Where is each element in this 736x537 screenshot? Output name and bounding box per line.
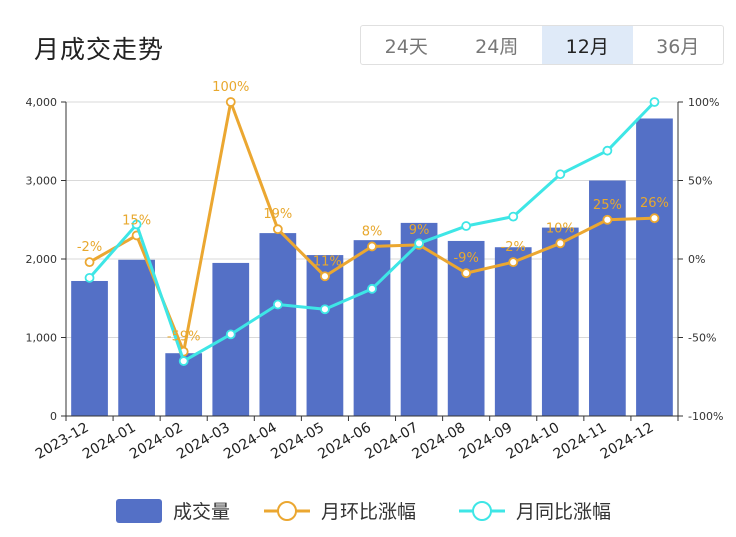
mom-data-label: -59% xyxy=(167,330,201,345)
mom-point xyxy=(649,213,660,224)
y-right-tick-label: 100% xyxy=(688,96,719,109)
yoy-point xyxy=(84,272,95,283)
x-tick-label: 2024-02 xyxy=(127,420,186,463)
yoy-point xyxy=(367,283,377,294)
x-tick-label: 2024-04 xyxy=(221,420,280,463)
yoy-point xyxy=(461,221,472,231)
volume-bars xyxy=(71,118,673,417)
mom-point xyxy=(461,268,472,279)
legend-mom-swatch-marker xyxy=(277,501,297,521)
mom-point xyxy=(555,238,566,249)
yoy-point xyxy=(225,329,236,340)
volume-bar xyxy=(71,280,108,416)
page-title: 月成交走势 xyxy=(34,35,165,64)
y-right-tick-label: 0% xyxy=(688,253,705,266)
y-left-tick-label: 0 xyxy=(50,410,57,423)
volume-bar xyxy=(353,240,391,416)
x-tick-label: 2023-12 xyxy=(33,420,92,463)
mom-point xyxy=(225,97,236,107)
yoy-point xyxy=(272,299,283,310)
mom-data-label: -2% xyxy=(77,240,102,255)
x-tick-label: 2024-11 xyxy=(551,420,610,463)
legend-bar-swatch xyxy=(116,499,162,523)
mom-point xyxy=(272,224,283,235)
yoy-point xyxy=(414,238,424,249)
y-left-tick-label: 1,000 xyxy=(26,332,58,345)
mom-point xyxy=(320,271,330,282)
yoy-point xyxy=(555,169,566,180)
volume-bar xyxy=(494,247,532,416)
mom-point xyxy=(602,214,613,225)
y-left-tick-label: 4,000 xyxy=(26,96,58,109)
volume-bar xyxy=(447,240,485,416)
tab-12-months[interactable]: 12月 xyxy=(542,26,633,64)
mom-data-label: -2% xyxy=(501,240,526,255)
volume-bar xyxy=(541,227,579,416)
x-tick-label: 2024-03 xyxy=(174,420,233,463)
yoy-point xyxy=(649,97,660,107)
tab-24-days[interactable]: 24天 xyxy=(384,35,428,58)
mom-point xyxy=(508,257,519,268)
x-tick-label: 2024-12 xyxy=(598,420,657,463)
mom-point xyxy=(367,241,377,252)
tab-36-months[interactable]: 36月 xyxy=(656,35,700,58)
volume-bar xyxy=(259,233,297,416)
mom-data-label: 19% xyxy=(263,207,292,222)
growth-lines xyxy=(84,97,660,366)
yoy-point xyxy=(320,304,330,315)
mom-data-label: 100% xyxy=(212,80,249,95)
x-tick-label: 2024-10 xyxy=(504,420,563,463)
legend-label-mom: 月环比涨幅 xyxy=(321,501,416,523)
y-right-tick-label: 50% xyxy=(688,175,712,188)
x-tick-label: 2024-09 xyxy=(457,420,516,463)
legend-label-volume: 成交量 xyxy=(173,501,230,523)
yoy-point xyxy=(178,356,189,366)
x-tick-label: 2024-05 xyxy=(268,420,327,463)
tab-24-weeks[interactable]: 24周 xyxy=(475,35,519,58)
mom-data-label: 26% xyxy=(640,196,669,211)
mom-data-label: 15% xyxy=(122,213,151,228)
y-right-tick-label: -100% xyxy=(688,410,723,423)
volume-bar xyxy=(118,259,155,416)
yoy-point xyxy=(131,219,142,230)
legend-yoy-swatch-marker xyxy=(472,501,492,521)
data-labels: -2% 15% -59% 100% 19% -11% 8% 9% -9% -2% 10% 25% 26% xyxy=(77,80,669,345)
volume-bar xyxy=(636,118,673,417)
x-tick-label: 2024-08 xyxy=(409,420,468,463)
mom-data-label: 8% xyxy=(362,224,383,239)
volume-bar xyxy=(306,255,344,416)
x-tick-label: 2024-01 xyxy=(80,420,139,463)
x-tick-label: 2024-07 xyxy=(362,420,421,463)
yoy-point xyxy=(602,145,613,156)
range-tabs: 24天 24周 12月 36月 xyxy=(360,25,724,65)
volume-bar xyxy=(212,262,250,416)
y-right-tick-label: -50% xyxy=(688,332,716,345)
mom-data-label: -11% xyxy=(308,254,342,269)
yoy-point xyxy=(508,211,519,222)
mom-data-label: 25% xyxy=(593,198,622,213)
y-left-tick-label: 2,000 xyxy=(26,253,58,266)
mom-data-label: 10% xyxy=(546,221,575,236)
x-tick-label: 2024-06 xyxy=(315,420,374,463)
mom-point xyxy=(84,257,95,268)
mom-data-label: -9% xyxy=(453,251,478,266)
legend-label-yoy: 月同比涨幅 xyxy=(516,501,611,523)
y-left-tick-label: 3,000 xyxy=(26,175,58,188)
mom-data-label: 9% xyxy=(409,223,430,238)
legend: 成交量 月环比涨幅 月同比涨幅 xyxy=(116,499,611,523)
